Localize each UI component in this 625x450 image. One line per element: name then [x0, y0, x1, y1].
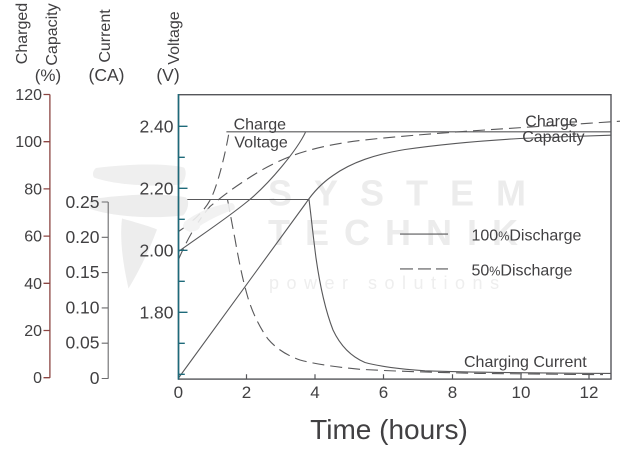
- svg-text:(V): (V): [156, 65, 179, 85]
- svg-text:Charge: Charge: [234, 117, 287, 134]
- svg-text:40: 40: [24, 276, 42, 293]
- svg-text:Current: Current: [97, 9, 114, 63]
- svg-text:0.10: 0.10: [65, 297, 99, 317]
- svg-text:(CA): (CA): [89, 65, 125, 85]
- svg-text:1.80: 1.80: [139, 302, 173, 322]
- svg-text:Charged: Charged: [14, 3, 31, 64]
- svg-text:50%Discharge: 50%Discharge: [472, 262, 573, 279]
- svg-text:0: 0: [174, 383, 183, 402]
- svg-text:2: 2: [242, 383, 251, 402]
- svg-text:80: 80: [24, 181, 42, 198]
- svg-text:Voltage: Voltage: [234, 134, 287, 151]
- svg-text:60: 60: [24, 229, 42, 246]
- svg-text:SYSTEM: SYSTEM: [268, 172, 548, 213]
- svg-text:(%): (%): [35, 66, 61, 85]
- svg-text:100: 100: [15, 134, 42, 151]
- svg-text:6: 6: [379, 383, 388, 402]
- svg-text:Charge: Charge: [525, 114, 578, 131]
- svg-text:20: 20: [24, 323, 42, 340]
- svg-text:0.05: 0.05: [65, 333, 99, 353]
- svg-text:TECHNIK: TECHNIK: [268, 212, 533, 253]
- svg-text:Capacity: Capacity: [522, 129, 584, 146]
- svg-text:2.20: 2.20: [139, 178, 173, 198]
- svg-text:Charging Current: Charging Current: [464, 354, 587, 371]
- svg-text:Voltage: Voltage: [166, 11, 183, 64]
- svg-text:2.40: 2.40: [139, 116, 173, 136]
- svg-text:0.25: 0.25: [65, 192, 99, 212]
- svg-text:power solutions: power solutions: [269, 273, 507, 293]
- svg-text:100%Discharge: 100%Discharge: [472, 228, 582, 245]
- svg-text:10: 10: [512, 383, 531, 402]
- svg-text:0.20: 0.20: [65, 227, 99, 247]
- svg-text:0: 0: [90, 368, 100, 388]
- svg-text:4: 4: [310, 383, 319, 402]
- svg-text:12: 12: [580, 383, 599, 402]
- svg-text:0.15: 0.15: [65, 262, 99, 282]
- svg-text:8: 8: [448, 383, 457, 402]
- svg-text:0: 0: [33, 370, 42, 387]
- svg-text:Time (hours): Time (hours): [310, 414, 468, 445]
- svg-text:2.00: 2.00: [139, 240, 173, 260]
- svg-text:Capacity: Capacity: [44, 3, 61, 65]
- svg-text:120: 120: [15, 87, 42, 104]
